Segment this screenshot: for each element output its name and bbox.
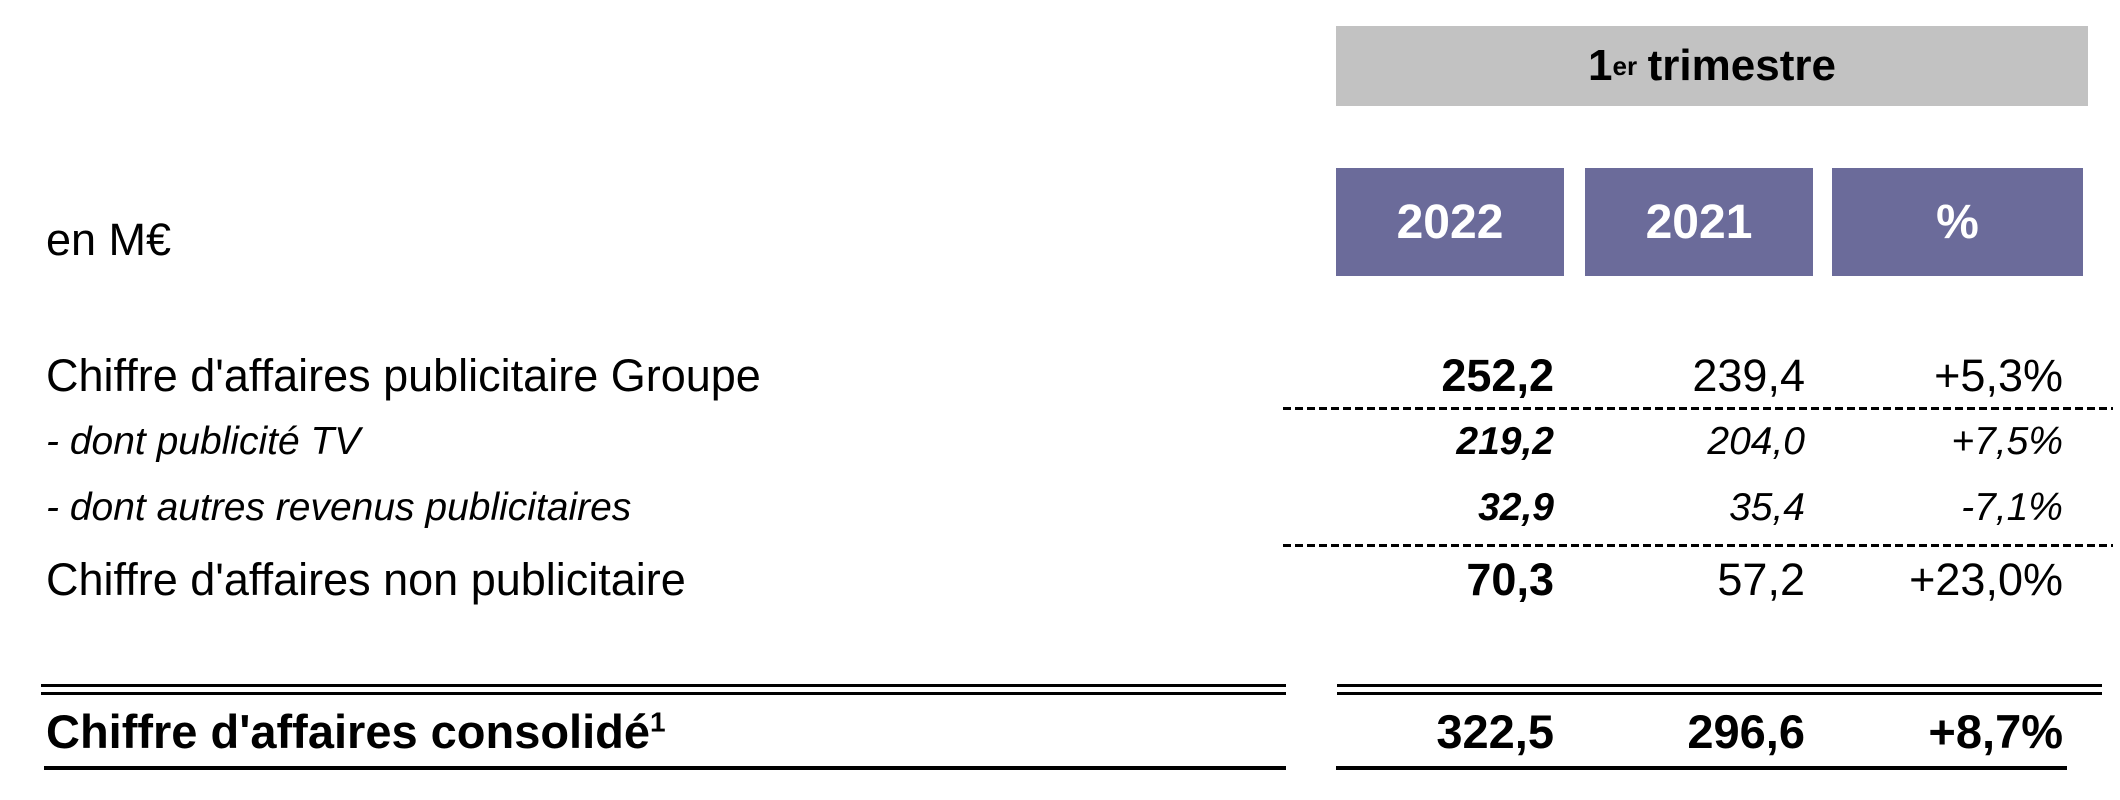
table-row-non-pub: Chiffre d'affaires non publicitaire 70,3… xyxy=(0,554,2120,606)
table-row-total-consolide: Chiffre d'affaires consolidé1 322,5 296,… xyxy=(0,704,2120,759)
dashed-separator xyxy=(1283,544,2113,547)
row-label: Chiffre d'affaires non publicitaire xyxy=(46,554,686,605)
cell-percent: +5,3% xyxy=(1934,350,2063,401)
column-header-2021-label: 2021 xyxy=(1645,195,1753,249)
column-header-2021: 2021 xyxy=(1585,168,1813,276)
table-row-pub-groupe: Chiffre d'affaires publicitaire Groupe 2… xyxy=(0,350,2120,402)
period-word: trimestre xyxy=(1647,41,1836,90)
row-label: Chiffre d'affaires publicitaire Groupe xyxy=(46,350,761,401)
cell-percent: +23,0% xyxy=(1909,554,2063,605)
cell-2022: 322,5 xyxy=(1436,705,1554,758)
table-row-autres-revenus: - dont autres revenus publicitaires 32,9… xyxy=(0,486,2120,530)
column-header-2022-label: 2022 xyxy=(1396,195,1504,249)
cell-2021: 296,6 xyxy=(1687,705,1805,758)
cell-percent: +7,5% xyxy=(1951,420,2063,463)
cell-percent: -7,1% xyxy=(1961,486,2063,529)
dashed-separator xyxy=(1283,407,2113,410)
cell-2022: 70,3 xyxy=(1466,554,1554,605)
bottom-rule-left xyxy=(44,766,1286,770)
table-row-pub-tv: - dont publicité TV 219,2 204,0 +7,5% xyxy=(0,420,2120,464)
row-label: - dont autres revenus publicitaires xyxy=(46,486,632,529)
period-header: 1 er trimestre xyxy=(1336,26,2088,106)
cell-2021: 239,4 xyxy=(1692,350,1805,401)
column-header-2022: 2022 xyxy=(1336,168,1564,276)
double-rule-right xyxy=(1337,684,2102,695)
double-rule-left xyxy=(41,684,1286,695)
cell-percent: +8,7% xyxy=(1928,705,2063,758)
column-header-percent-label: % xyxy=(1936,195,1979,249)
unit-label: en M€ xyxy=(46,214,172,265)
cell-2021: 204,0 xyxy=(1707,420,1805,463)
row-label: - dont publicité TV xyxy=(46,420,361,463)
cell-2022: 219,2 xyxy=(1456,420,1554,463)
column-header-percent: % xyxy=(1832,168,2083,276)
cell-2022: 32,9 xyxy=(1478,486,1554,529)
footnote-marker: 1 xyxy=(650,706,666,738)
bottom-rule-right xyxy=(1336,766,2067,770)
period-number: 1 xyxy=(1588,41,1613,90)
row-label: Chiffre d'affaires consolidé1 xyxy=(0,704,1336,759)
cell-2021: 35,4 xyxy=(1729,486,1805,529)
total-label: Chiffre d'affaires consolidé xyxy=(46,705,651,758)
cell-2022: 252,2 xyxy=(1441,350,1554,401)
cell-2021: 57,2 xyxy=(1717,554,1805,605)
